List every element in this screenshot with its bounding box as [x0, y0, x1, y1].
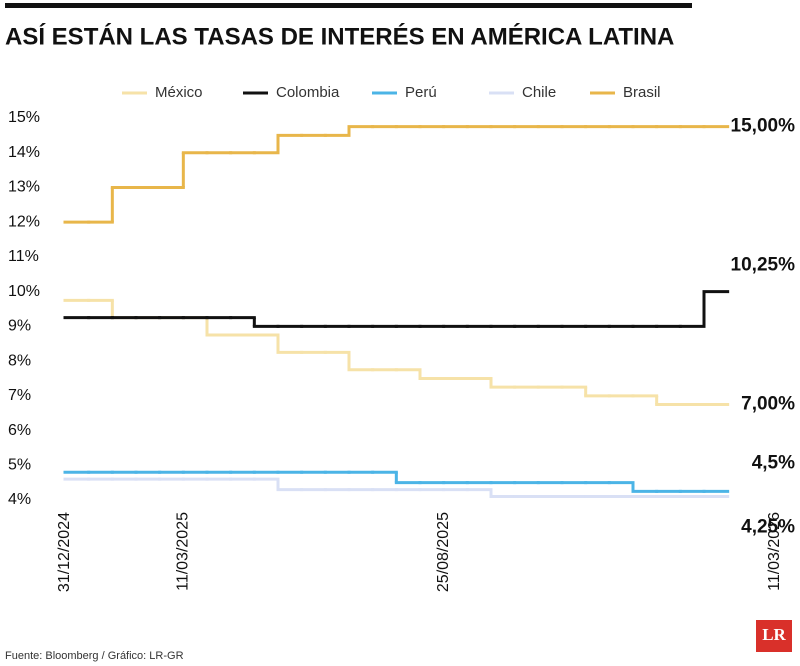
chart-title: ASÍ ESTÁN LAS TASAS DE INTERÉS EN AMÉRIC…	[5, 22, 674, 50]
x-tick-label: 11/03/2026	[766, 512, 783, 591]
logo: LR	[762, 625, 786, 644]
legend-label: Brasil	[623, 84, 661, 101]
x-tick-label: 31/12/2024	[56, 512, 73, 592]
y-tick-label: 11%	[8, 248, 39, 265]
legend-label: Colombia	[276, 84, 340, 101]
legend-label: México	[155, 84, 203, 101]
series	[63, 290, 730, 328]
y-tick-label: 10%	[8, 283, 40, 300]
source: Fuente: Bloomberg / Gráfico: LR-GR	[5, 650, 184, 662]
series	[63, 298, 730, 406]
legend-item: México	[122, 84, 203, 101]
series	[63, 470, 730, 493]
x-tick-label: 11/03/2025	[175, 512, 192, 591]
legend-item: Colombia	[243, 84, 340, 101]
legend-label: Perú	[405, 84, 437, 101]
y-tick-label: 8%	[8, 352, 31, 369]
logo-box	[756, 620, 792, 652]
legend-label: Chile	[522, 84, 556, 101]
y-tick-label: 14%	[8, 144, 40, 161]
series	[63, 477, 730, 499]
end-label: 15,00%	[731, 116, 796, 137]
y-tick-label: 13%	[8, 179, 40, 196]
series	[63, 125, 730, 224]
legend-item: Chile	[489, 84, 556, 101]
x-tick-label: 25/08/2025	[435, 512, 452, 592]
end-label: 7,00%	[741, 394, 795, 415]
legend-item: Perú	[372, 84, 437, 101]
end-label: 4,5%	[752, 453, 795, 474]
y-tick-label: 6%	[8, 422, 31, 439]
y-tick-label: 4%	[8, 491, 31, 508]
end-label: 4,25%	[741, 516, 795, 537]
top-rule	[5, 3, 692, 8]
y-tick-label: 7%	[8, 387, 31, 404]
y-tick-label: 15%	[8, 109, 40, 126]
y-tick-label: 9%	[8, 318, 31, 335]
end-label: 10,25%	[731, 255, 796, 276]
y-tick-label: 12%	[8, 213, 40, 230]
y-tick-label: 5%	[8, 456, 31, 473]
legend-item: Brasil	[590, 84, 661, 101]
